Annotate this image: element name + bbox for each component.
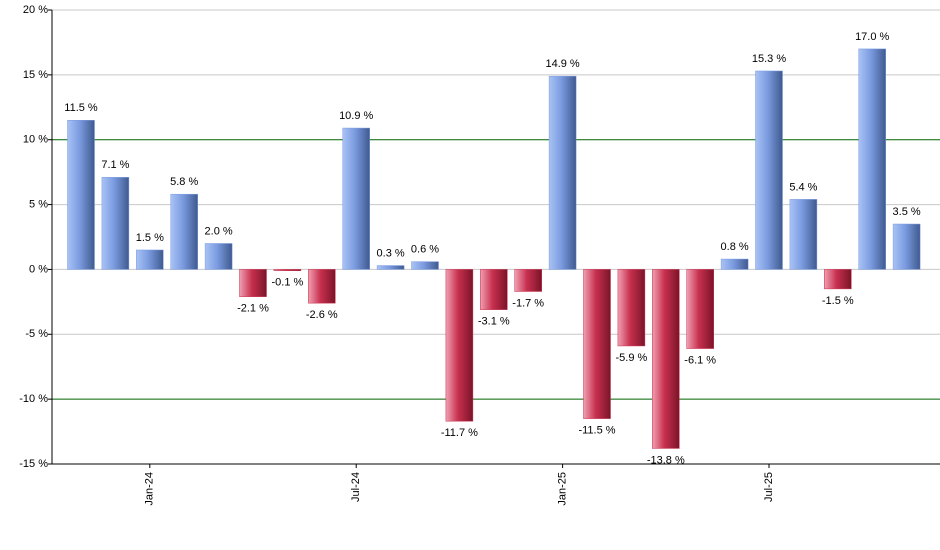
- value-label: -1.5 %: [822, 295, 854, 307]
- bar: [376, 265, 405, 270]
- x-tick-label: Jan-25: [557, 472, 569, 506]
- value-label: -11.5 %: [578, 425, 615, 437]
- bar: [170, 193, 198, 270]
- y-tick-label: -15 %: [19, 458, 48, 470]
- value-label: 5.4 %: [789, 181, 817, 193]
- bar: [652, 269, 680, 449]
- value-label: -0.1 %: [272, 277, 304, 289]
- bar: [789, 199, 818, 270]
- value-label: 5.8 %: [170, 176, 198, 188]
- value-label: -11.7 %: [441, 427, 478, 439]
- bar: [755, 70, 783, 270]
- bar: [67, 120, 95, 270]
- value-label: 17.0 %: [855, 31, 889, 43]
- bar: [136, 249, 164, 270]
- x-tick-label: Jan-24: [144, 472, 156, 506]
- value-label: 11.5 %: [64, 102, 98, 114]
- value-label: 0.3 %: [377, 247, 405, 259]
- y-tick-label: 15 %: [23, 69, 48, 81]
- bar: [583, 269, 611, 419]
- x-tick-label: Jul-24: [350, 472, 362, 502]
- value-label: 7.1 %: [101, 159, 129, 171]
- value-label: -1.7 %: [512, 297, 544, 309]
- bar: [824, 269, 852, 290]
- bar: [308, 269, 336, 304]
- bar: [204, 243, 233, 270]
- bar: [514, 269, 542, 292]
- bar: [101, 177, 130, 270]
- bar: [720, 258, 749, 270]
- bar: [239, 269, 267, 297]
- y-tick-label: 20 %: [23, 4, 48, 16]
- value-label: 15.3 %: [752, 53, 786, 65]
- y-tick-label: 0 %: [29, 263, 48, 275]
- value-label: 0.8 %: [721, 241, 749, 253]
- y-tick-label: 10 %: [23, 134, 48, 146]
- bar: [858, 48, 886, 270]
- x-tick-label: Jul-25: [763, 472, 775, 502]
- y-tick-label: 5 %: [29, 198, 48, 210]
- value-label: -6.1 %: [684, 354, 716, 366]
- value-label: 0.6 %: [411, 244, 439, 256]
- value-label: 1.5 %: [136, 232, 164, 244]
- value-label: 14.9 %: [545, 58, 579, 70]
- value-label: 3.5 %: [893, 206, 921, 218]
- value-label: -3.1 %: [478, 316, 510, 328]
- value-label: -2.1 %: [237, 303, 269, 315]
- bar: [480, 269, 508, 310]
- y-tick-label: -5 %: [25, 328, 48, 340]
- y-tick-label: -10 %: [19, 393, 48, 405]
- bar: [273, 269, 302, 271]
- bar: [686, 269, 714, 349]
- bar: [548, 75, 577, 270]
- bar: [617, 269, 646, 347]
- value-label: 2.0 %: [205, 225, 233, 237]
- value-label: -5.9 %: [616, 352, 648, 364]
- bar: [342, 127, 370, 270]
- value-label: -2.6 %: [306, 309, 338, 321]
- value-label: 10.9 %: [339, 110, 373, 122]
- bar: [411, 261, 439, 270]
- bar: [445, 269, 474, 422]
- value-label: -13.8 %: [647, 454, 685, 466]
- bar: [892, 223, 921, 270]
